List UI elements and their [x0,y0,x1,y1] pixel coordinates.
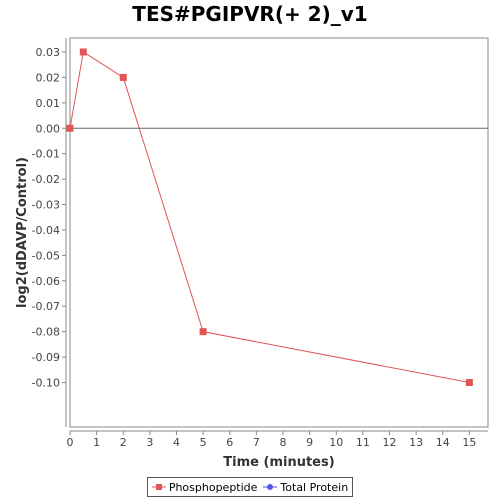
data-point [199,328,207,336]
data-point [465,379,473,387]
y-tick-label: 0.03 [36,46,61,59]
x-tick-label: 7 [253,436,260,449]
x-tick-label: 13 [409,436,423,449]
x-tick-label: 10 [329,436,343,449]
x-tick-label: 3 [146,436,153,449]
data-point [79,48,87,56]
x-tick-label: 9 [306,436,313,449]
y-tick-label: -0.03 [32,199,60,212]
x-tick-label: 4 [173,436,180,449]
square-marker-icon [151,484,166,490]
x-tick-label: 14 [436,436,450,449]
x-tick-label: 0 [67,436,74,449]
plot-area [69,37,489,428]
series-layer [66,48,473,387]
legend-entry-phosphopeptide: Phosphopeptide [151,480,258,494]
y-axis-title: log2(dDAVP/Control) [15,157,30,308]
axes: 0.03 0.02 0.01 0.00 -0.01 -0.02 -0.03 -0.04 -0.0… [32,38,488,449]
x-tick-label: 12 [382,436,396,449]
x-tick-label: 5 [200,436,207,449]
legend: Phosphopeptide Total Protein [147,477,353,497]
legend-label-total-protein: Total Protein [280,480,349,494]
x-axis-title: Time (minutes) [223,455,334,470]
x-tick-label: 2 [120,436,127,449]
circle-marker-icon [263,484,278,490]
x-tick-label: 6 [226,436,233,449]
y-tick-label: -0.05 [32,249,60,262]
y-tick-label: 0.00 [36,122,61,135]
x-tick-label: 11 [356,436,370,449]
x-tick-label: 15 [462,436,476,449]
x-tick-label: 1 [93,436,100,449]
data-point [66,124,74,132]
y-tick-label: -0.07 [32,300,60,313]
chart-title: TES#PGIPVR(+ 2)_v1 [132,2,368,26]
y-tick-label: -0.06 [32,275,60,288]
y-tick-label: -0.01 [32,148,60,161]
y-tick-label: -0.09 [32,351,60,364]
legend-entry-total-protein: Total Protein [263,481,348,494]
y-tick-label: -0.08 [32,326,60,339]
x-tick-label: 8 [279,436,286,449]
data-point [119,73,127,81]
y-tick-label: -0.02 [32,173,60,186]
legend-label-phosphopeptide: Phosphopeptide [168,480,258,494]
y-tick-label: 0.01 [36,97,61,110]
y-tick-label: 0.02 [36,71,61,84]
y-tick-label: -0.10 [32,377,60,390]
y-tick-label: -0.04 [32,224,60,237]
